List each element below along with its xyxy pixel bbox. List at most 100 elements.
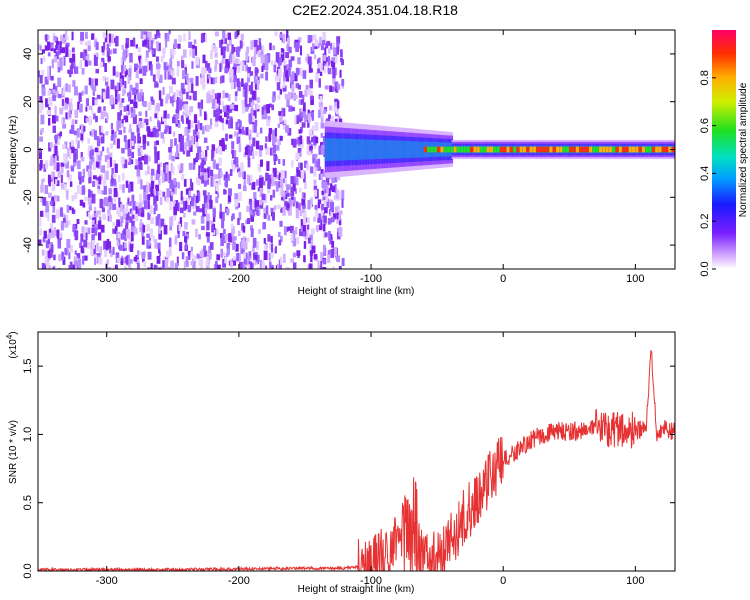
heatmap-xtick-label: 0 [500, 273, 506, 285]
heatmap-cell [106, 147, 110, 154]
heatmap-cell [215, 184, 219, 192]
heatmap-cell [207, 63, 211, 71]
heatmap-cell [265, 265, 268, 269]
heatmap-cell [92, 175, 97, 180]
heatmap-cell [52, 266, 55, 269]
heatmap-cell [62, 256, 66, 265]
heatmap-cell [93, 54, 96, 65]
heatmap-cell [222, 120, 225, 131]
heatmap-cell [53, 86, 56, 94]
heatmap-cell [648, 146, 652, 153]
heatmap-cell [320, 142, 324, 147]
heatmap-cell [110, 249, 113, 258]
heatmap-cell [290, 233, 294, 242]
heatmap-cell [236, 136, 241, 144]
heatmap-cell [186, 91, 189, 100]
heatmap-cell [210, 220, 214, 225]
heatmap-cell [282, 81, 286, 88]
heatmap-cell [92, 113, 96, 120]
heatmap-cell [154, 146, 157, 157]
heatmap-cell [224, 66, 229, 74]
heatmap-cell [192, 261, 196, 269]
heatmap-cell [247, 255, 251, 262]
heatmap-cell [108, 195, 112, 203]
heatmap-cell [262, 181, 266, 186]
heatmap-cell [131, 151, 134, 159]
heatmap-cell [204, 34, 208, 43]
heatmap-cell [205, 202, 208, 210]
heatmap-cell [336, 255, 341, 263]
heatmap-cell [188, 31, 191, 41]
heatmap-cell [39, 149, 43, 160]
heatmap-cell [264, 143, 267, 149]
heatmap-cell [172, 116, 176, 124]
heatmap-cell [622, 146, 626, 153]
heatmap-cell [293, 41, 296, 49]
heatmap-cell [308, 63, 312, 73]
heatmap-cell [65, 44, 69, 50]
heatmap-cell [323, 215, 327, 223]
heatmap-cell [215, 196, 219, 204]
heatmap-cell [80, 151, 83, 159]
heatmap-cell [278, 111, 282, 116]
heatmap-cell [122, 184, 125, 193]
heatmap-cell [57, 239, 62, 249]
heatmap-cell [253, 192, 257, 200]
heatmap-cell [150, 180, 155, 188]
chart-title: C2E2.2024.351.04.18.R18 [292, 2, 458, 18]
heatmap-cell [155, 63, 160, 70]
heatmap-cell [302, 224, 307, 235]
heatmap-cell [77, 101, 81, 110]
heatmap-cell [72, 53, 76, 62]
heatmap-cell [320, 169, 324, 177]
heatmap-cell [180, 101, 185, 107]
heatmap-cell [103, 106, 106, 112]
heatmap-cell [327, 250, 331, 258]
heatmap-cell [195, 152, 200, 161]
heatmap-cell [220, 60, 224, 70]
heatmap-cell [319, 95, 323, 103]
heatmap-cell [80, 268, 84, 269]
snr-frame [37, 331, 676, 572]
heatmap-cell [314, 39, 319, 47]
heatmap-cell [364, 139, 368, 160]
heatmap-cell [288, 105, 293, 112]
heatmap-cell [157, 151, 160, 161]
heatmap-cell [112, 265, 117, 269]
heatmap-cell [178, 90, 182, 97]
heatmap-cell [292, 238, 297, 247]
heatmap-cell [152, 74, 156, 82]
heatmap-cell [309, 166, 314, 174]
heatmap-cell [330, 42, 333, 50]
heatmap-cell [529, 146, 533, 153]
heatmap-cell [234, 31, 237, 39]
heatmap-cell [186, 77, 190, 83]
heatmap-cell [299, 187, 302, 193]
heatmap-cell [250, 81, 254, 91]
heatmap-cell [329, 183, 333, 191]
heatmap-cell [137, 250, 140, 258]
heatmap-cell [286, 203, 290, 209]
heatmap-cell [159, 98, 164, 107]
heatmap-cell [257, 187, 261, 192]
heatmap-cell [236, 252, 240, 262]
heatmap-cell [241, 244, 245, 254]
heatmap-cell [322, 135, 327, 146]
heatmap-cell [112, 222, 116, 227]
heatmap-cell [375, 139, 379, 160]
heatmap-cell [50, 155, 54, 165]
heatmap-cell [102, 146, 105, 152]
heatmap-cell [383, 140, 387, 159]
heatmap-cell [82, 255, 85, 265]
heatmap-cell [210, 176, 213, 187]
heatmap-cell [135, 82, 139, 92]
heatmap-cell [605, 146, 609, 153]
heatmap-cell [302, 231, 306, 237]
heatmap-cell [157, 242, 161, 250]
heatmap-cell [181, 173, 185, 181]
heatmap-cell [276, 264, 280, 269]
heatmap-cell [245, 103, 249, 110]
heatmap-cell [261, 260, 265, 269]
heatmap-cell [215, 173, 220, 180]
heatmap-cell [55, 179, 58, 185]
